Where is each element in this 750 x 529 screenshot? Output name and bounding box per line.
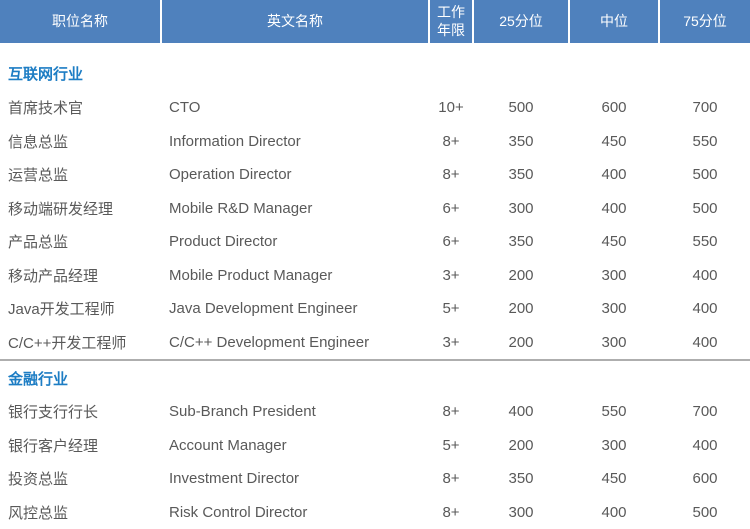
table-row: 风控总监 Risk Control Director 8+ 300 400 50… <box>0 496 750 529</box>
cell-english-name: Sub-Branch President <box>169 403 316 421</box>
cell-75th-percentile: 400 <box>692 266 718 284</box>
cell-25th-percentile: 300 <box>508 503 534 521</box>
cell-position-name: 信息总监 <box>8 133 69 151</box>
cell-position-name: 移动产品经理 <box>8 267 99 285</box>
cell-median: 450 <box>601 132 627 150</box>
cell-position-name: 银行客户经理 <box>8 437 99 455</box>
cell-work-years: 10+ <box>438 99 464 117</box>
table-row: 银行客户经理 Account Manager 5+ 200 300 400 <box>0 429 750 463</box>
section-header-row: 互联网行业 <box>0 55 750 91</box>
cell-work-years: 6+ <box>442 199 460 217</box>
cell-work-years: 8+ <box>442 132 460 150</box>
cell-position-name: 首席技术官 <box>8 100 84 118</box>
cell-work-years: 5+ <box>442 300 460 318</box>
section-header-row: 金融行业 <box>0 359 750 395</box>
cell-position-name: 风控总监 <box>8 504 69 522</box>
cell-position-name: 投资总监 <box>8 471 69 489</box>
cell-25th-percentile: 200 <box>508 266 534 284</box>
table-row: 移动端研发经理 Mobile R&D Manager 6+ 300 400 50… <box>0 192 750 226</box>
cell-english-name: Java Development Engineer <box>169 300 358 318</box>
cell-work-years: 5+ <box>442 436 460 454</box>
cell-position-name: 银行支行行长 <box>8 404 99 422</box>
cell-75th-percentile: 500 <box>692 166 718 184</box>
table-row: 运营总监 Operation Director 8+ 350 400 500 <box>0 158 750 192</box>
cell-english-name: Account Manager <box>169 436 287 454</box>
cell-position-name: 运营总监 <box>8 167 69 185</box>
table-row: 首席技术官 CTO 10+ 500 600 700 <box>0 91 750 125</box>
cell-english-name: Risk Control Director <box>169 503 308 521</box>
table-row: 产品总监 Product Director 6+ 350 450 550 <box>0 225 750 259</box>
section-title: 金融行业 <box>8 370 69 388</box>
table-row: C/C++开发工程师 C/C++ Development Engineer 3+… <box>0 326 750 360</box>
cell-median: 600 <box>601 99 627 117</box>
column-header-25th-percentile: 25分位 <box>474 0 568 43</box>
cell-work-years: 8+ <box>442 403 460 421</box>
cell-25th-percentile: 200 <box>508 333 534 351</box>
column-header-position-name: 职位名称 <box>0 0 160 43</box>
cell-25th-percentile: 350 <box>508 132 534 150</box>
cell-75th-percentile: 700 <box>692 403 718 421</box>
cell-75th-percentile: 500 <box>692 199 718 217</box>
cell-work-years: 8+ <box>442 470 460 488</box>
cell-25th-percentile: 500 <box>508 99 534 117</box>
cell-median: 300 <box>601 300 627 318</box>
table-row: 移动产品经理 Mobile Product Manager 3+ 200 300… <box>0 259 750 293</box>
cell-75th-percentile: 400 <box>692 300 718 318</box>
cell-median: 300 <box>601 333 627 351</box>
cell-position-name: Java开发工程师 <box>8 301 115 319</box>
table-row: 投资总监 Investment Director 8+ 350 450 600 <box>0 462 750 496</box>
cell-25th-percentile: 400 <box>508 403 534 421</box>
cell-position-name: 产品总监 <box>8 234 69 252</box>
cell-75th-percentile: 400 <box>692 436 718 454</box>
cell-25th-percentile: 350 <box>508 470 534 488</box>
cell-english-name: Mobile Product Manager <box>169 266 333 284</box>
cell-75th-percentile: 400 <box>692 333 718 351</box>
cell-english-name: Investment Director <box>169 470 300 488</box>
cell-75th-percentile: 500 <box>692 503 718 521</box>
cell-work-years: 3+ <box>442 333 460 351</box>
cell-work-years: 3+ <box>442 266 460 284</box>
cell-position-name: C/C++开发工程师 <box>8 334 127 352</box>
cell-25th-percentile: 300 <box>508 199 534 217</box>
table-body: 互联网行业 首席技术官 CTO 10+ 500 600 700 信息总监 Inf… <box>0 55 750 529</box>
table-header-row: 职位名称 英文名称 工作年限 25分位 中位 75分位 <box>0 0 750 43</box>
cell-25th-percentile: 350 <box>508 166 534 184</box>
cell-median: 400 <box>601 166 627 184</box>
cell-english-name: Product Director <box>169 233 278 251</box>
table-row: Java开发工程师 Java Development Engineer 5+ 2… <box>0 292 750 326</box>
column-header-work-years: 工作年限 <box>430 0 472 43</box>
cell-25th-percentile: 200 <box>508 436 534 454</box>
cell-median: 450 <box>601 470 627 488</box>
column-header-median: 中位 <box>570 0 658 43</box>
cell-25th-percentile: 200 <box>508 300 534 318</box>
cell-median: 550 <box>601 403 627 421</box>
cell-75th-percentile: 550 <box>692 132 718 150</box>
cell-english-name: C/C++ Development Engineer <box>169 333 370 351</box>
cell-25th-percentile: 350 <box>508 233 534 251</box>
cell-english-name: Mobile R&D Manager <box>169 199 313 217</box>
cell-median: 300 <box>601 436 627 454</box>
cell-english-name: Operation Director <box>169 166 292 184</box>
cell-median: 400 <box>601 199 627 217</box>
cell-median: 400 <box>601 503 627 521</box>
cell-median: 450 <box>601 233 627 251</box>
cell-75th-percentile: 550 <box>692 233 718 251</box>
column-header-english-name: 英文名称 <box>162 0 428 43</box>
column-header-75th-percentile: 75分位 <box>660 0 750 43</box>
cell-work-years: 6+ <box>442 233 460 251</box>
cell-work-years: 8+ <box>442 503 460 521</box>
table-row: 银行支行行长 Sub-Branch President 8+ 400 550 7… <box>0 395 750 429</box>
cell-median: 300 <box>601 266 627 284</box>
cell-position-name: 移动端研发经理 <box>8 200 114 218</box>
cell-english-name: CTO <box>169 99 201 117</box>
table-row: 信息总监 Information Director 8+ 350 450 550 <box>0 125 750 159</box>
section-title: 互联网行业 <box>8 65 84 83</box>
cell-75th-percentile: 600 <box>692 470 718 488</box>
cell-english-name: Information Director <box>169 132 301 150</box>
cell-75th-percentile: 700 <box>692 99 718 117</box>
cell-work-years: 8+ <box>442 166 460 184</box>
